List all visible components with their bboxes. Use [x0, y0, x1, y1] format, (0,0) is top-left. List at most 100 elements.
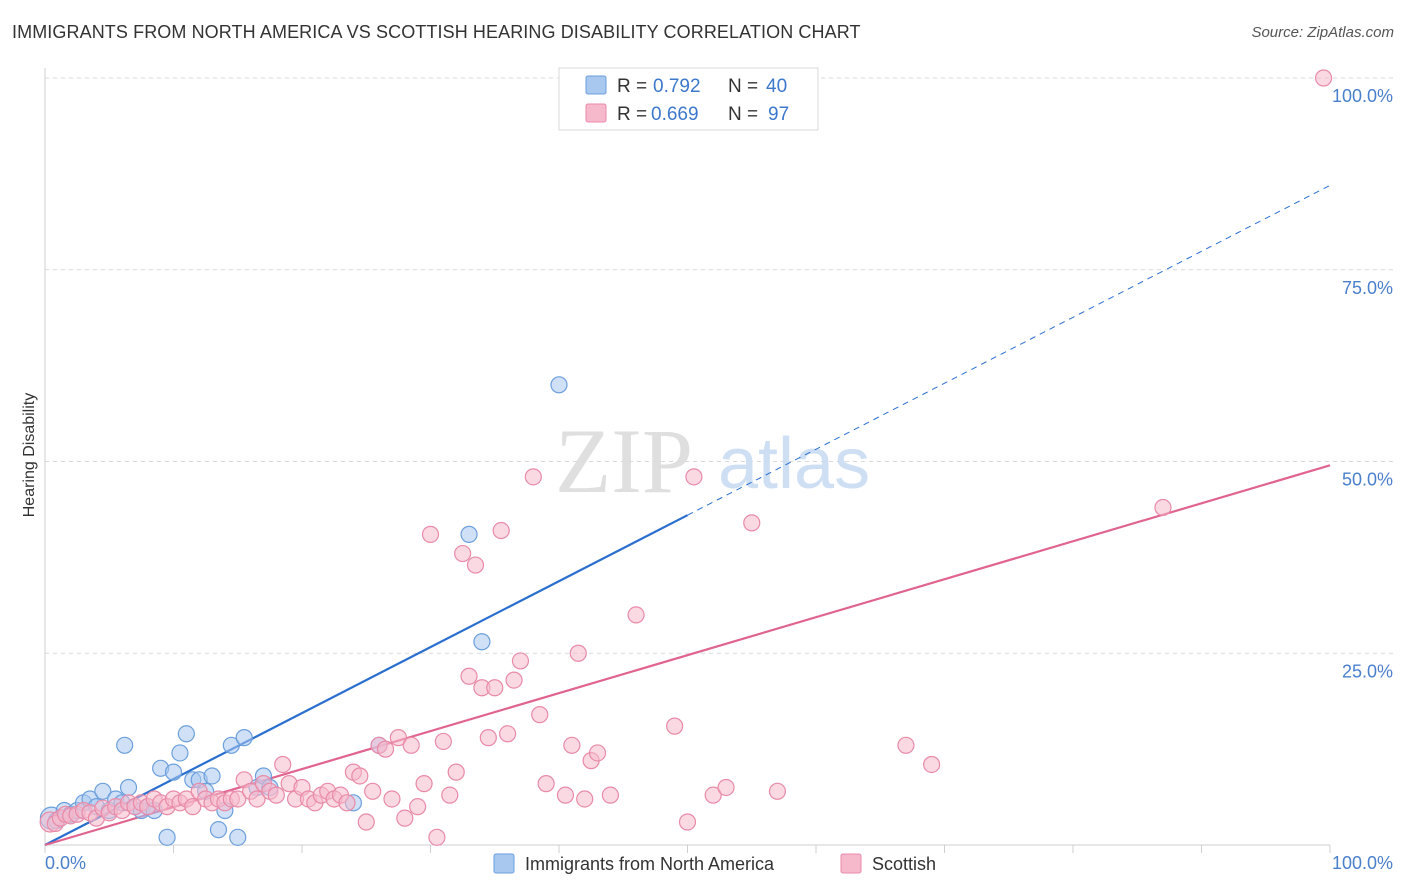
point-scottish — [421, 525, 440, 543]
legend-n-value-2: 97 — [768, 104, 789, 125]
point-scottish — [229, 790, 247, 808]
legend-r-label-2: R = — [617, 104, 647, 125]
trend-line-immigrants-projection — [687, 184, 1331, 516]
point-scottish — [768, 782, 787, 800]
point-scottish — [537, 775, 555, 793]
point-immigrants — [550, 376, 568, 394]
point-scottish — [685, 468, 703, 486]
point-scottish — [415, 775, 433, 793]
legend-series-swatch-pink — [840, 853, 862, 874]
point-immigrants — [203, 767, 221, 785]
point-scottish — [454, 544, 472, 563]
tick-labels: 100.0% 75.0% 50.0% 25.0% 0.0% 100.0% — [45, 86, 1393, 873]
legend-n-label-2: N = — [728, 104, 758, 125]
watermark-atlas: atlas — [718, 424, 870, 504]
legend-series-swatch-blue — [493, 853, 515, 874]
point-scottish — [678, 813, 697, 831]
point-scottish — [627, 606, 645, 624]
point-scottish — [601, 786, 620, 804]
point-scottish — [441, 786, 459, 804]
point-scottish — [569, 644, 587, 662]
legend-series-label-1: Immigrants from North America — [525, 854, 775, 874]
point-scottish — [704, 786, 722, 804]
point-scottish — [923, 755, 941, 774]
watermark-zip: ZIP — [555, 410, 693, 512]
point-immigrants — [116, 736, 134, 754]
point-immigrants — [177, 725, 195, 743]
point-scottish — [556, 786, 575, 804]
point-scottish — [376, 740, 395, 758]
point-immigrants — [94, 782, 112, 800]
point-scottish — [351, 767, 369, 785]
point-scottish — [466, 556, 485, 574]
legend-r-value-1: 0.792 — [653, 76, 701, 97]
point-scottish — [396, 809, 414, 827]
point-scottish — [666, 717, 684, 735]
point-scottish — [531, 706, 549, 724]
point-scottish — [486, 679, 504, 697]
y-tick-label: 25.0% — [1342, 661, 1393, 681]
legend-stats: R = 0.792 N = 40 R = 0.669 N = 97 — [558, 67, 819, 131]
y-tick-label: 100.0% — [1332, 86, 1393, 106]
x-tick-label: 0.0% — [45, 853, 86, 873]
point-scottish — [563, 736, 581, 754]
point-scottish — [576, 790, 594, 808]
legend-n-label-1: N = — [728, 76, 758, 97]
x-tick-label: 100.0% — [1332, 853, 1393, 873]
legend-swatch-pink — [585, 103, 607, 123]
point-immigrants — [222, 736, 240, 754]
point-scottish — [492, 521, 510, 540]
point-scottish — [184, 798, 202, 816]
point-scottish — [434, 732, 452, 751]
point-immigrants — [171, 744, 189, 762]
point-immigrants — [235, 729, 253, 747]
y-tick-label: 50.0% — [1342, 470, 1393, 490]
source-credit: Source: ZipAtlas.com — [1251, 24, 1394, 41]
point-immigrants — [460, 525, 478, 543]
legend-swatch-blue — [585, 75, 607, 95]
data-points — [39, 69, 1333, 846]
point-scottish — [479, 729, 497, 747]
point-scottish — [717, 778, 735, 797]
y-axis-label: Hearing Disability — [21, 393, 38, 518]
legend-n-value-1: 40 — [766, 76, 787, 97]
point-scottish — [743, 514, 761, 532]
point-immigrants — [473, 633, 491, 651]
point-scottish — [428, 828, 446, 846]
point-scottish — [1314, 69, 1333, 87]
point-scottish — [402, 736, 420, 754]
point-scottish — [338, 794, 356, 812]
trend-line-scottish — [44, 464, 1331, 847]
point-scottish — [357, 813, 375, 831]
point-scottish — [460, 667, 478, 685]
legend-r-value-2: 0.669 — [651, 104, 699, 125]
point-scottish — [267, 786, 285, 804]
point-scottish — [511, 652, 530, 670]
chart-title: IMMIGRANTS FROM NORTH AMERICA VS SCOTTIS… — [12, 22, 861, 42]
point-scottish — [524, 468, 542, 486]
point-scottish — [364, 782, 382, 800]
point-immigrants — [158, 828, 176, 846]
point-scottish — [897, 736, 915, 754]
point-scottish — [1154, 498, 1172, 517]
point-scottish — [274, 755, 292, 774]
point-scottish — [383, 790, 401, 808]
grid-lines — [45, 77, 1395, 654]
point-immigrants — [209, 821, 228, 839]
point-scottish — [505, 671, 523, 689]
point-scottish — [499, 725, 517, 743]
trend-line-immigrants — [44, 514, 689, 846]
point-scottish — [409, 798, 427, 816]
legend-series: Immigrants from North America Scottish — [493, 853, 936, 874]
point-immigrants — [229, 828, 247, 846]
watermark: ZIP atlas — [555, 410, 870, 512]
point-immigrants — [164, 763, 183, 781]
point-scottish — [588, 744, 607, 762]
point-scottish — [389, 729, 407, 747]
axes — [44, 68, 1331, 853]
point-immigrants — [119, 778, 138, 797]
y-tick-label: 75.0% — [1342, 278, 1393, 298]
legend-r-label-1: R = — [617, 76, 647, 97]
point-scottish — [447, 763, 465, 781]
